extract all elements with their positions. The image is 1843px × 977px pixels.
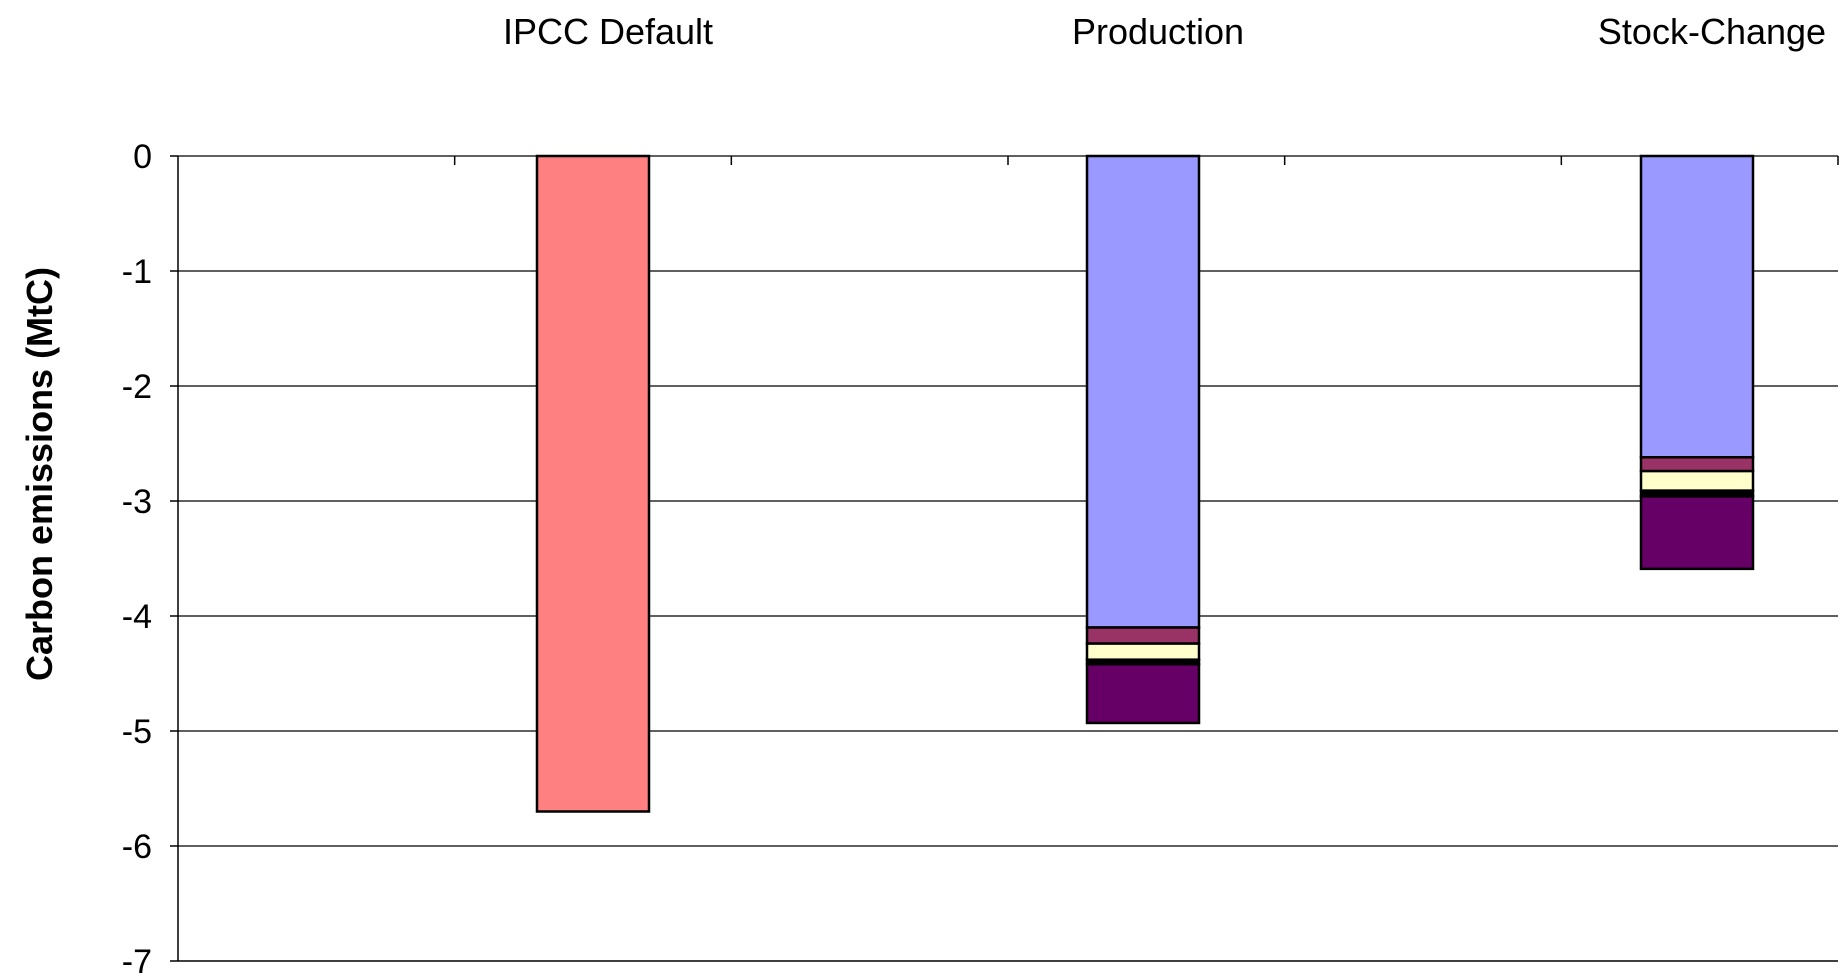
- category-label: Production: [1072, 11, 1244, 52]
- bar-segment: [1639, 495, 1755, 571]
- y-tick-label: -1: [122, 253, 152, 291]
- category-label: Stock-Change: [1598, 11, 1826, 52]
- category-labels: IPCC Default Production Stock-Change: [503, 11, 1826, 52]
- gridlines: [178, 155, 1838, 847]
- y-tick-label: -7: [122, 943, 152, 977]
- y-axis-title: Carbon emissions (MtC): [19, 267, 60, 681]
- bars: [535, 154, 1755, 813]
- y-tick-labels: 0 -1 -2 -3 -4 -5 -6 -7: [122, 138, 152, 977]
- y-tick-label: -3: [122, 483, 152, 521]
- y-tick-label: 0: [133, 138, 152, 176]
- y-tick-label: -6: [122, 828, 152, 866]
- y-tick-label: -5: [122, 713, 152, 751]
- y-tick-label: -4: [122, 598, 152, 636]
- bar-segment: [535, 154, 651, 813]
- category-label: IPCC Default: [503, 11, 713, 52]
- bar-segment: [1639, 456, 1755, 473]
- bar-segment: [1085, 154, 1201, 629]
- y-tick-label: -2: [122, 368, 152, 406]
- bar-segment: [1639, 154, 1755, 459]
- axes: [170, 155, 1839, 962]
- bar-segment: [1085, 626, 1201, 645]
- bar-segment: [1085, 663, 1201, 725]
- bar-segment: [1085, 642, 1201, 661]
- bar-segment: [1639, 469, 1755, 492]
